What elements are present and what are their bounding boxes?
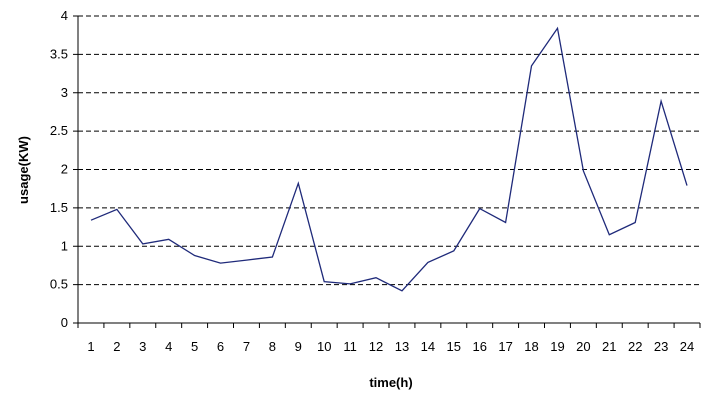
x-tick-label: 7 <box>243 339 250 354</box>
y-tick-labels: 0 0.5 1 1.5 2 2.5 3 3.5 4 <box>50 8 68 330</box>
x-tick-label: 24 <box>680 339 694 354</box>
series-line <box>90 26 688 292</box>
y-axis-title: usage(KW) <box>16 136 31 204</box>
y-tick-label: 3.5 <box>50 46 68 61</box>
y-tick-label: 1 <box>61 238 68 253</box>
x-tick-label: 9 <box>295 339 302 354</box>
x-tick-label: 16 <box>472 339 486 354</box>
y-tick-label: 3 <box>61 85 68 100</box>
x-tick-labels: 1 2 3 4 5 6 7 8 9 10 11 12 13 14 15 16 17 18 19 20 21 22 23 24 <box>87 339 694 354</box>
x-axis-title: time(h) <box>369 375 412 390</box>
series-layer <box>90 26 688 292</box>
y-tick-label: 2 <box>61 162 68 177</box>
x-tick-label: 8 <box>269 339 276 354</box>
x-tick-label: 2 <box>113 339 120 354</box>
x-tick-label: 14 <box>421 339 435 354</box>
x-tick-label: 12 <box>369 339 383 354</box>
x-tick-label: 23 <box>654 339 668 354</box>
x-tick-label: 4 <box>165 339 172 354</box>
x-tick-label: 3 <box>139 339 146 354</box>
y-tick-label: 1.5 <box>50 200 68 215</box>
x-tick-label: 6 <box>217 339 224 354</box>
y-tick-label: 4 <box>61 8 68 23</box>
x-tick-label: 1 <box>87 339 94 354</box>
y-tick-label: 0.5 <box>50 277 68 292</box>
x-tick-label: 17 <box>498 339 512 354</box>
x-tick-label: 13 <box>395 339 409 354</box>
x-tick-label: 11 <box>343 339 357 354</box>
x-tick-label: 20 <box>576 339 590 354</box>
x-tick-label: 10 <box>317 339 331 354</box>
grid-lines <box>78 15 700 286</box>
x-tick-label: 18 <box>524 339 538 354</box>
x-tick-label: 15 <box>447 339 461 354</box>
x-tick-label: 19 <box>550 339 564 354</box>
x-tick-label: 5 <box>191 339 198 354</box>
y-tick-label: 0 <box>61 315 68 330</box>
x-tick-label: 22 <box>628 339 642 354</box>
x-tick-label: 21 <box>602 339 616 354</box>
axes <box>73 15 701 328</box>
y-tick-label: 2.5 <box>50 123 68 138</box>
